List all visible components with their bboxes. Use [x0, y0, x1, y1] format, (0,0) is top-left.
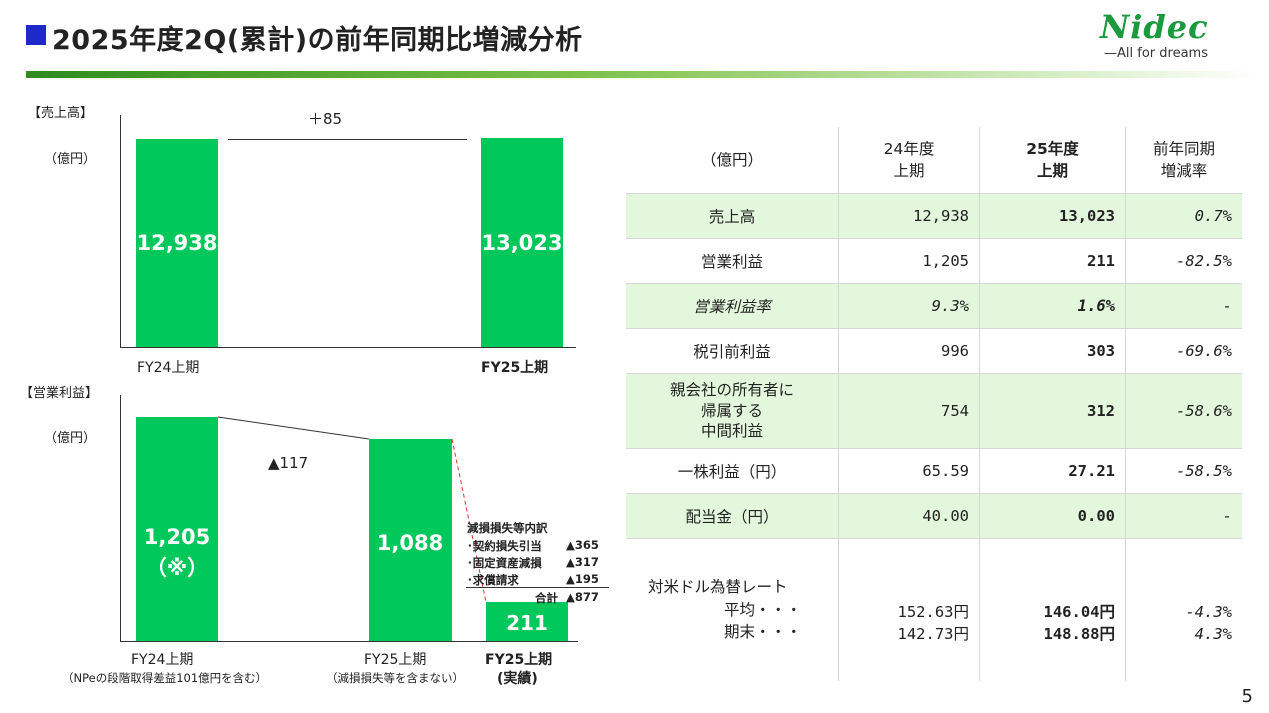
op-chart-unit: （億円）: [44, 431, 97, 446]
row-fy24: 9.3%: [838, 283, 980, 329]
sales-chart-title: 【売上高】: [28, 106, 94, 121]
row-label: 税引前利益: [626, 328, 839, 374]
op-change-label: ▲117: [268, 454, 309, 472]
table-row-fx: 対米ドル為替レート 平均・・・ 期末・・・ 152.63円 142.73円 14…: [626, 538, 1242, 681]
op-value-fy24: 1,205: [143, 525, 211, 549]
breakdown-item-label: ･固定資産減損: [467, 556, 542, 570]
row-label: 配当金（円）: [626, 493, 839, 539]
row-fy24: 754: [838, 373, 980, 449]
sales-y-axis: [120, 115, 121, 348]
row-fy25: 1.6%: [979, 283, 1126, 329]
fx-end-label: 期末・・・: [724, 623, 802, 642]
op-cat-fy24: FY24上期: [131, 652, 194, 668]
row-fy24: 996: [838, 328, 980, 374]
breakdown-item-value: ▲365: [566, 538, 599, 552]
breakdown-total-value: ▲877: [566, 590, 599, 604]
row-rate: -69.6%: [1125, 328, 1242, 374]
breakdown-total-label: 合計: [535, 591, 558, 605]
page-number: 5: [1241, 686, 1253, 707]
breakdown-title: 減損損失等内訳: [467, 521, 548, 535]
row-rate: 0.7%: [1125, 193, 1242, 239]
op-cat-fy25-adjusted: FY25上期: [364, 652, 427, 668]
op-cat-note-fy25-adjusted: （減損損失等を含まない）: [326, 671, 464, 685]
row-label: 営業利益率: [626, 283, 839, 329]
sales-bar-fy24: [136, 139, 218, 347]
table-row: 税引前利益 996 303 -69.6%: [626, 328, 1242, 374]
fx-fy24-end: 142.73円: [897, 625, 970, 643]
sales-cat-fy24: FY24上期: [137, 360, 200, 376]
row-fy25: 27.21: [979, 448, 1126, 494]
op-cat-note-fy25-actual: (実績): [497, 671, 538, 687]
row-fy24: 12,938: [838, 193, 980, 239]
table-header: 前年同期 増減率: [1125, 127, 1242, 194]
fx-rate-end: 4.3%: [1194, 625, 1232, 643]
title-marker: [26, 25, 46, 45]
breakdown-divider: [466, 587, 609, 588]
sales-chart-unit: （億円）: [44, 152, 97, 167]
row-fy24: 1,205: [838, 238, 980, 284]
op-cat-fy25-actual: FY25上期: [485, 652, 553, 668]
results-table: （億円） 24年度 上期 25年度 上期 前年同期 増減率 売上高 12,938…: [626, 127, 1242, 681]
table-row: 配当金（円） 40.00 0.00 -: [626, 493, 1242, 539]
table-row: 親会社の所有者に 帰属する 中間利益 754 312 -58.6%: [626, 373, 1242, 449]
row-label: 一株利益（円）: [626, 448, 839, 494]
page-title: 2025年度2Q(累計)の前年同期比増減分析: [52, 25, 583, 56]
table-row: 一株利益（円） 65.59 27.21 -58.5%: [626, 448, 1242, 494]
row-label: 営業利益: [626, 238, 839, 284]
table-row: 営業利益率 9.3% 1.6% -: [626, 283, 1242, 329]
breakdown-item-label: ･求償請求: [467, 573, 519, 587]
sales-value-fy25: 13,023: [481, 231, 563, 255]
row-fy25: 312: [979, 373, 1126, 449]
row-fy24: 65.59: [838, 448, 980, 494]
table-header: 24年度 上期: [838, 127, 980, 194]
header-rule: [26, 71, 1256, 78]
fx-fy25-end: 148.88円: [1043, 625, 1116, 643]
table-header: 25年度 上期: [979, 127, 1126, 194]
op-chart-title: 【営業利益】: [20, 386, 99, 401]
op-value-fy24-note: （※）: [145, 556, 209, 580]
op-cat-note-fy24: （NPeの段階取得差益101億円を含む）: [62, 671, 268, 685]
op-bar-fy25-actual: [486, 602, 568, 641]
op-x-axis: [120, 641, 578, 642]
row-fy25: 13,023: [979, 193, 1126, 239]
sales-change-label: ＋85: [308, 110, 343, 128]
row-fy25: 0.00: [979, 493, 1126, 539]
sales-bar-fy25: [481, 138, 563, 347]
row-label: 親会社の所有者に 帰属する 中間利益: [626, 373, 839, 449]
sales-x-axis: [120, 347, 576, 348]
breakdown-item-value: ▲317: [566, 555, 599, 569]
row-rate: -82.5%: [1125, 238, 1242, 284]
table-row: 営業利益 1,205 211 -82.5%: [626, 238, 1242, 284]
op-y-axis: [120, 395, 121, 642]
row-rate: -58.6%: [1125, 373, 1242, 449]
sales-connector-line: [228, 139, 467, 140]
fx-rate-avg: -4.3%: [1185, 602, 1232, 621]
op-value-fy25-actual: 211: [506, 611, 548, 635]
row-rate: -: [1125, 493, 1242, 539]
logo-tagline: —All for dreams: [1104, 46, 1208, 61]
fx-fy25-avg: 146.04円: [1043, 602, 1116, 621]
op-connector-line: [217, 416, 370, 440]
table-header: （億円）: [626, 127, 839, 194]
op-value-fy25-adjusted: 1,088: [376, 531, 444, 555]
fx-avg-label: 平均・・・: [724, 600, 802, 619]
table-row: 売上高 12,938 13,023 0.7%: [626, 193, 1242, 239]
row-fy25: 303: [979, 328, 1126, 374]
row-rate: -: [1125, 283, 1242, 329]
op-bar-fy25-adjusted: [369, 439, 452, 641]
row-label: 売上高: [626, 193, 839, 239]
row-rate: -58.5%: [1125, 448, 1242, 494]
fx-label: 対米ドル為替レート: [648, 578, 788, 597]
breakdown-item-label: ･契約損失引当: [467, 539, 542, 553]
row-fy25: 211: [979, 238, 1126, 284]
sales-cat-fy25: FY25上期: [481, 360, 549, 376]
fx-fy24-avg: 152.63円: [897, 602, 970, 621]
sales-value-fy24: 12,938: [136, 231, 218, 255]
op-bar-fy24: [136, 417, 218, 641]
row-fy24: 40.00: [838, 493, 980, 539]
table-header-row: （億円） 24年度 上期 25年度 上期 前年同期 増減率: [626, 127, 1242, 194]
nidec-logo: Nidec: [1100, 8, 1209, 46]
breakdown-item-value: ▲195: [566, 572, 599, 586]
